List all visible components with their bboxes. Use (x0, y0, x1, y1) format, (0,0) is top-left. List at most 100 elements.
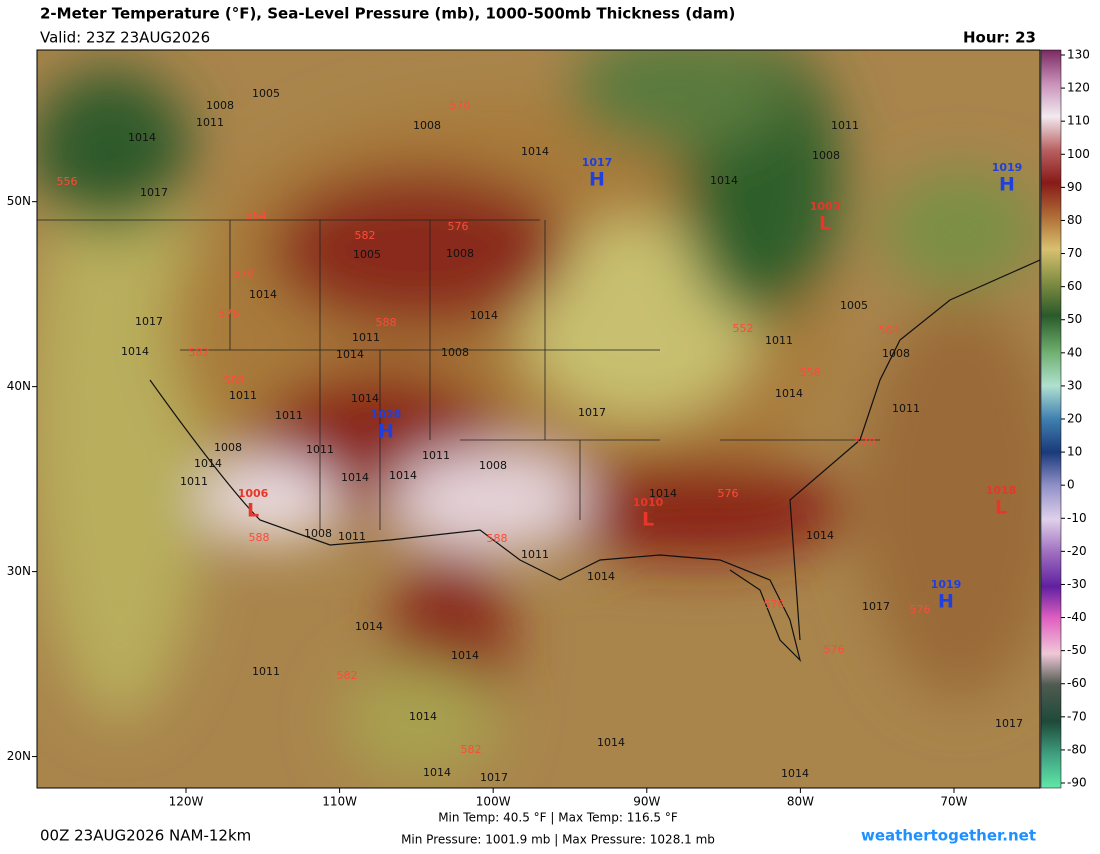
isobar-label: 1014 (781, 767, 809, 780)
isobar-label: 1005 (252, 87, 280, 100)
pressure-center-letter: H (589, 169, 605, 191)
isobar-label: 1005 (840, 299, 868, 312)
thickness-label: 556 (57, 175, 78, 188)
isobar-label: 1014 (355, 620, 383, 633)
thickness-label: 588 (487, 532, 508, 545)
thickness-label: 576 (764, 598, 785, 611)
thickness-label: 570 (855, 436, 876, 449)
isobar-label: 1014 (128, 131, 156, 144)
isobar-label: 1011 (229, 389, 257, 402)
colorbar-tick-label: 50 (1067, 312, 1082, 326)
isobar-label: 1005 (353, 248, 381, 261)
thickness-label: 576 (448, 220, 469, 233)
isobar-label: 1017 (995, 717, 1023, 730)
forecast-hour: Hour: 23 (963, 29, 1036, 47)
thickness-label: 588 (249, 531, 270, 544)
thickness-label: 570 (234, 267, 255, 280)
colorbar-tick-label: 130 (1067, 48, 1090, 62)
pressure-center-letter: L (247, 500, 259, 522)
pressure-center-letter: L (642, 509, 654, 531)
temp-range: Min Temp: 40.5 °F | Max Temp: 116.5 °F (438, 811, 678, 825)
pressure-center-letter: L (995, 497, 1007, 519)
colorbar-tick-label: 0 (1067, 478, 1075, 492)
colorbar-tick-label: 90 (1067, 180, 1082, 194)
isobar-label: 1014 (249, 288, 277, 301)
lat-tick-label: 40N (7, 379, 31, 393)
thickness-label: 588 (376, 316, 397, 329)
thickness-label: 582 (355, 229, 376, 242)
isobar-label: 1014 (451, 649, 479, 662)
isobar-label: 1011 (521, 548, 549, 561)
pressure-range: Min Pressure: 1001.9 mb | Max Pressure: … (401, 833, 715, 847)
isobar-label: 1014 (341, 471, 369, 484)
colorbar-tick-label: 10 (1067, 445, 1082, 459)
thickness-label: 582 (461, 743, 482, 756)
pressure-center-value: 1006 (238, 487, 269, 500)
isobar-label: 1014 (423, 766, 451, 779)
colorbar (1040, 49, 1062, 789)
isobar-label: 1014 (121, 345, 149, 358)
isobar-label: 1008 (441, 346, 469, 359)
thickness-label: 588 (224, 374, 245, 387)
lon-tick-label: 120W (169, 795, 204, 809)
lon-tick-label: 80W (787, 795, 814, 809)
isobar-label: 1008 (413, 119, 441, 132)
thickness-label: 576 (718, 487, 739, 500)
isobar-label: 1008 (882, 347, 910, 360)
colorbar-tick-label: -90 (1067, 776, 1087, 790)
isobar-label: 1011 (196, 116, 224, 129)
colorbar-tick-label: -80 (1067, 742, 1087, 756)
isobar-label: 1011 (892, 402, 920, 415)
colorbar-tick-label: 70 (1067, 246, 1082, 260)
colorbar-tick-label: -60 (1067, 676, 1087, 690)
isobar-label: 1008 (206, 99, 234, 112)
colorbar-tick-label: -50 (1067, 643, 1087, 657)
pressure-center-letter: L (819, 213, 831, 235)
thickness-label: 564 (246, 209, 267, 222)
isobar-label: 1011 (306, 443, 334, 456)
isobar-label: 1011 (765, 334, 793, 347)
map-field (37, 50, 1040, 788)
colorbar-tick-label: 60 (1067, 279, 1082, 293)
pressure-center-value: 1003 (810, 200, 841, 213)
thickness-label: 576 (824, 643, 845, 656)
colorbar-tick-label: 40 (1067, 345, 1082, 359)
isobar-label: 1011 (275, 409, 303, 422)
title: 2-Meter Temperature (°F), Sea-Level Pres… (40, 5, 735, 23)
isobar-label: 1017 (135, 315, 163, 328)
isobar-label: 1017 (140, 186, 168, 199)
thickness-label: 576 (910, 603, 931, 616)
source-link[interactable]: weathertogether.net (861, 827, 1036, 845)
valid-time: Valid: 23Z 23AUG2026 (40, 29, 210, 47)
isobar-label: 1014 (470, 309, 498, 322)
pressure-center-letter: H (378, 421, 394, 443)
isobar-label: 1014 (806, 529, 834, 542)
isobar-label: 1011 (252, 665, 280, 678)
isobar-label: 1014 (336, 348, 364, 361)
isobar-label: 1017 (480, 771, 508, 784)
thickness-label: 570 (450, 99, 471, 112)
isobar-label: 1014 (409, 710, 437, 723)
thickness-label: 582 (337, 669, 358, 682)
colorbar-tick-label: 110 (1067, 114, 1090, 128)
isobar-label: 1017 (862, 600, 890, 613)
colorbar-tick-label: 100 (1067, 147, 1090, 161)
pressure-center-value: 1018 (986, 484, 1017, 497)
lon-tick-label: 110W (322, 795, 357, 809)
thickness-label: 558 (800, 366, 821, 379)
lon-tick-label: 70W (940, 795, 967, 809)
lat-tick-label: 20N (7, 749, 31, 763)
colorbar-tick-label: -40 (1067, 610, 1087, 624)
pressure-center-value: 1019 (992, 161, 1023, 174)
isobar-label: 1014 (587, 570, 615, 583)
isobar-label: 1017 (578, 406, 606, 419)
isobar-label: 1014 (521, 145, 549, 158)
isobar-label: 1008 (214, 441, 242, 454)
isobar-label: 1014 (597, 736, 625, 749)
isobar-label: 1011 (338, 530, 366, 543)
isobar-label: 1014 (775, 387, 803, 400)
pressure-center-letter: H (938, 591, 954, 613)
pressure-center-value: 1010 (633, 496, 664, 509)
isobar-label: 1014 (351, 392, 379, 405)
